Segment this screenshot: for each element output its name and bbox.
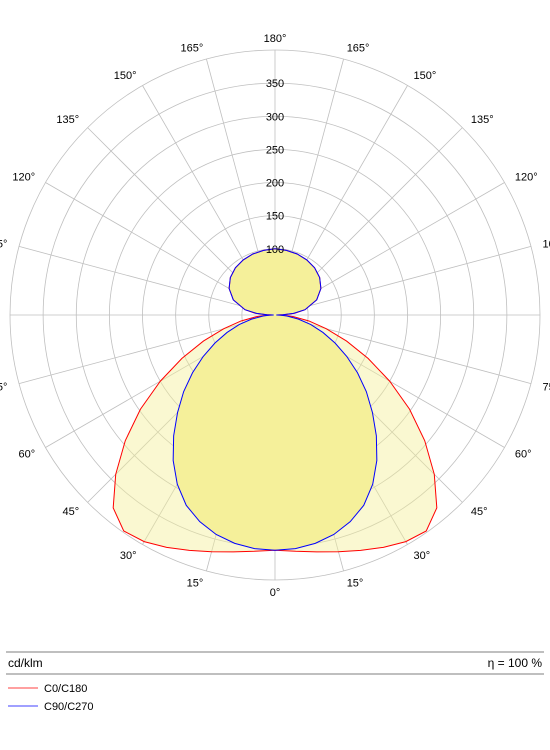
polar-chart: 100 150 200 250 300 350 0° 15° 15° 30° 30° 45° 45° 60… — [0, 0, 550, 750]
legend-label: C90/C270 — [44, 701, 94, 713]
angle-label: 45° — [471, 506, 488, 518]
fill-inner — [173, 249, 377, 550]
footer-left-label: cd/klm — [8, 656, 43, 670]
rtick-label: 250 — [266, 144, 284, 156]
rtick-label: 300 — [266, 111, 284, 123]
angle-label: 135° — [471, 114, 494, 126]
angle-label: 105° — [0, 238, 7, 250]
legend-label: C0/C180 — [44, 683, 87, 695]
angle-label: 165° — [347, 42, 370, 54]
footer-layer: cd/klm η = 100 % — [6, 652, 544, 674]
angle-label: 120° — [515, 172, 538, 184]
fill-layer — [113, 249, 437, 552]
angle-label: 165° — [181, 42, 204, 54]
angle-label: 30° — [414, 550, 431, 562]
rtick-label: 100 — [266, 244, 284, 256]
rtick-label: 150 — [266, 211, 284, 223]
angle-label: 150° — [414, 70, 437, 82]
angle-label: 180° — [264, 33, 287, 45]
angle-label: 120° — [12, 172, 35, 184]
angle-label: 135° — [56, 114, 79, 126]
angle-label: 0° — [270, 587, 281, 599]
rtick-label: 200 — [266, 178, 284, 190]
legend-layer: C0/C180 C90/C270 — [8, 683, 94, 713]
angle-label: 75° — [543, 382, 550, 394]
angle-label: 150° — [114, 70, 137, 82]
angle-label: 15° — [187, 578, 204, 590]
angle-label: 15° — [347, 578, 364, 590]
rtick-label: 350 — [266, 78, 284, 90]
angle-label: 105° — [543, 238, 550, 250]
angle-label: 60° — [515, 449, 532, 461]
angle-label: 75° — [0, 382, 7, 394]
footer-right-label: η = 100 % — [488, 656, 543, 670]
angle-label: 60° — [18, 449, 35, 461]
angle-label: 45° — [62, 506, 79, 518]
angle-label: 30° — [120, 550, 137, 562]
